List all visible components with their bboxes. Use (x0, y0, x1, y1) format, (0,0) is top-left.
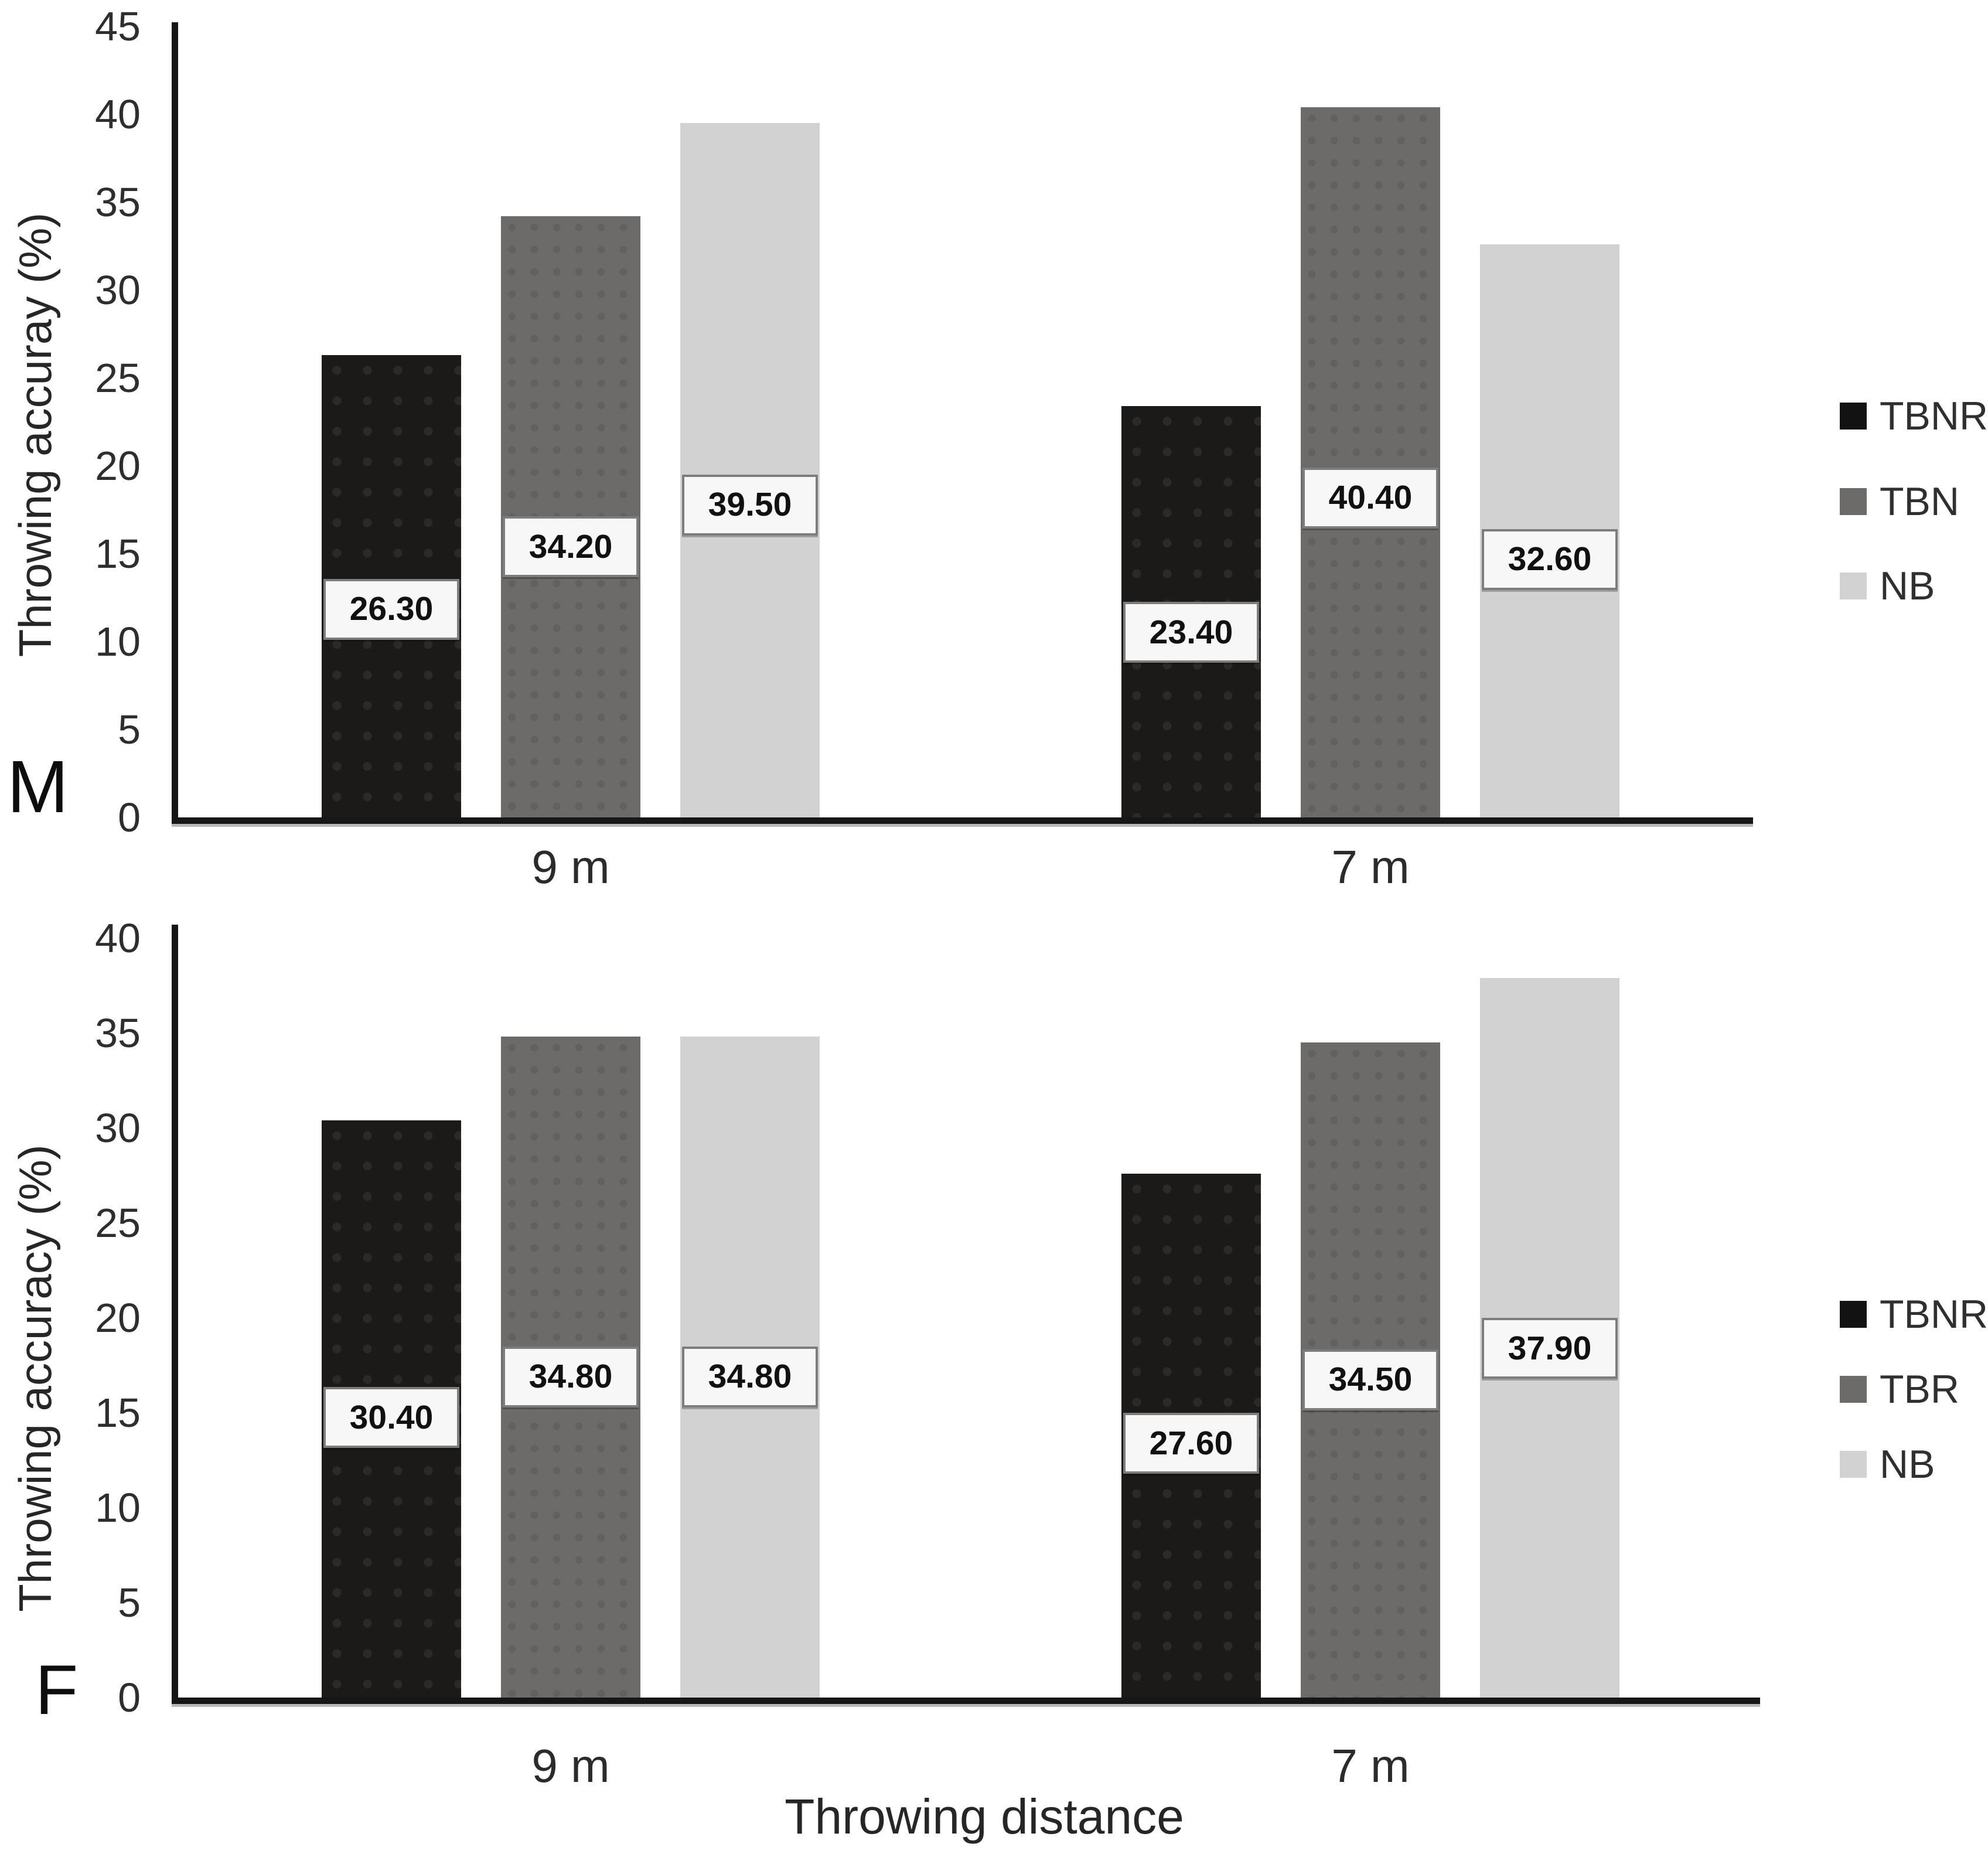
bar-NB-9m (680, 123, 820, 817)
legend-label-TBN: TBN (1880, 479, 1959, 524)
y-tick-label: 40 (95, 91, 141, 137)
value-label-TBNR-9m: 26.30 (323, 578, 459, 640)
bar-TBN-7m (1301, 107, 1440, 817)
y-tick-label: 5 (118, 1580, 141, 1625)
legend-label-TBNR: TBNR (1880, 1292, 1988, 1337)
value-label-NB-7m: 37.90 (1482, 1318, 1618, 1379)
legend-swatch-TBNR (1840, 403, 1867, 430)
y-tick-label: 15 (95, 1390, 141, 1436)
value-label-TBN-9m: 34.20 (503, 516, 639, 578)
y-tick-label: 0 (118, 1675, 141, 1720)
y-axis-line (172, 22, 178, 824)
y-axis-title: Throwing accuray (%) (9, 212, 61, 657)
x-axis-title: Throwing distance (785, 1789, 1184, 1844)
y-tick-label: 25 (95, 355, 141, 401)
value-label-TBR-7m: 34.50 (1302, 1349, 1438, 1410)
x-axis-line (172, 817, 1753, 824)
legend-label-TBNR: TBNR (1880, 394, 1988, 438)
y-tick-label: 35 (95, 1010, 141, 1056)
value-label-TBN-7m: 40.40 (1302, 467, 1438, 529)
y-axis-line (172, 925, 178, 1704)
legend-label-TBR: TBR (1880, 1367, 1959, 1412)
panel-letter-F: F (35, 1651, 79, 1729)
legend-item-NB: NB (1840, 1444, 1935, 1484)
y-axis-title: Throwing accuracy (%) (9, 1144, 61, 1612)
y-tick-label: 5 (118, 707, 141, 752)
value-label-TBNR-7m: 27.60 (1123, 1413, 1259, 1474)
y-tick-label: 15 (95, 531, 141, 577)
y-tick-label: 45 (95, 4, 141, 49)
y-tick-label: 30 (95, 267, 141, 313)
value-label-NB-9m: 39.50 (682, 474, 818, 536)
legend-swatch-TBR (1840, 1376, 1867, 1403)
value-label-TBNR-7m: 23.40 (1123, 602, 1259, 663)
legend-item-TBNR: TBNR (1840, 396, 1988, 436)
y-tick-label: 30 (95, 1105, 141, 1151)
legend-swatch-NB (1840, 1451, 1867, 1478)
value-label-TBNR-9m: 30.40 (323, 1387, 459, 1449)
value-label-TBR-9m: 34.80 (503, 1346, 639, 1407)
y-tick-label: 25 (95, 1200, 141, 1246)
value-label-NB-9m: 34.80 (682, 1346, 818, 1407)
y-tick-label: 20 (95, 443, 141, 489)
y-tick-label: 35 (95, 179, 141, 225)
y-tick-label: 20 (95, 1295, 141, 1341)
y-tick-label: 10 (95, 619, 141, 664)
legend-label-NB: NB (1880, 1442, 1935, 1487)
legend-swatch-TBN (1840, 488, 1867, 515)
y-tick-label: 10 (95, 1485, 141, 1531)
legend-item-TBR: TBR (1840, 1369, 1959, 1409)
x-axis-line (172, 1698, 1760, 1704)
value-label-NB-7m: 32.60 (1482, 529, 1618, 590)
panel-letter-M: M (7, 745, 69, 828)
y-tick-label: 40 (95, 915, 141, 961)
category-label-7m: 7 m (1331, 1740, 1410, 1792)
category-label-9m: 9 m (531, 841, 610, 893)
category-label-9m: 9 m (531, 1740, 610, 1792)
legend-label-NB: NB (1880, 564, 1935, 608)
legend-swatch-NB (1840, 572, 1867, 599)
legend-swatch-TBNR (1840, 1301, 1867, 1328)
legend-item-NB: NB (1840, 566, 1935, 606)
legend-item-TBNR: TBNR (1840, 1294, 1988, 1334)
category-label-7m: 7 m (1331, 841, 1410, 893)
y-tick-label: 0 (118, 795, 141, 840)
legend-item-TBN: TBN (1840, 482, 1959, 522)
